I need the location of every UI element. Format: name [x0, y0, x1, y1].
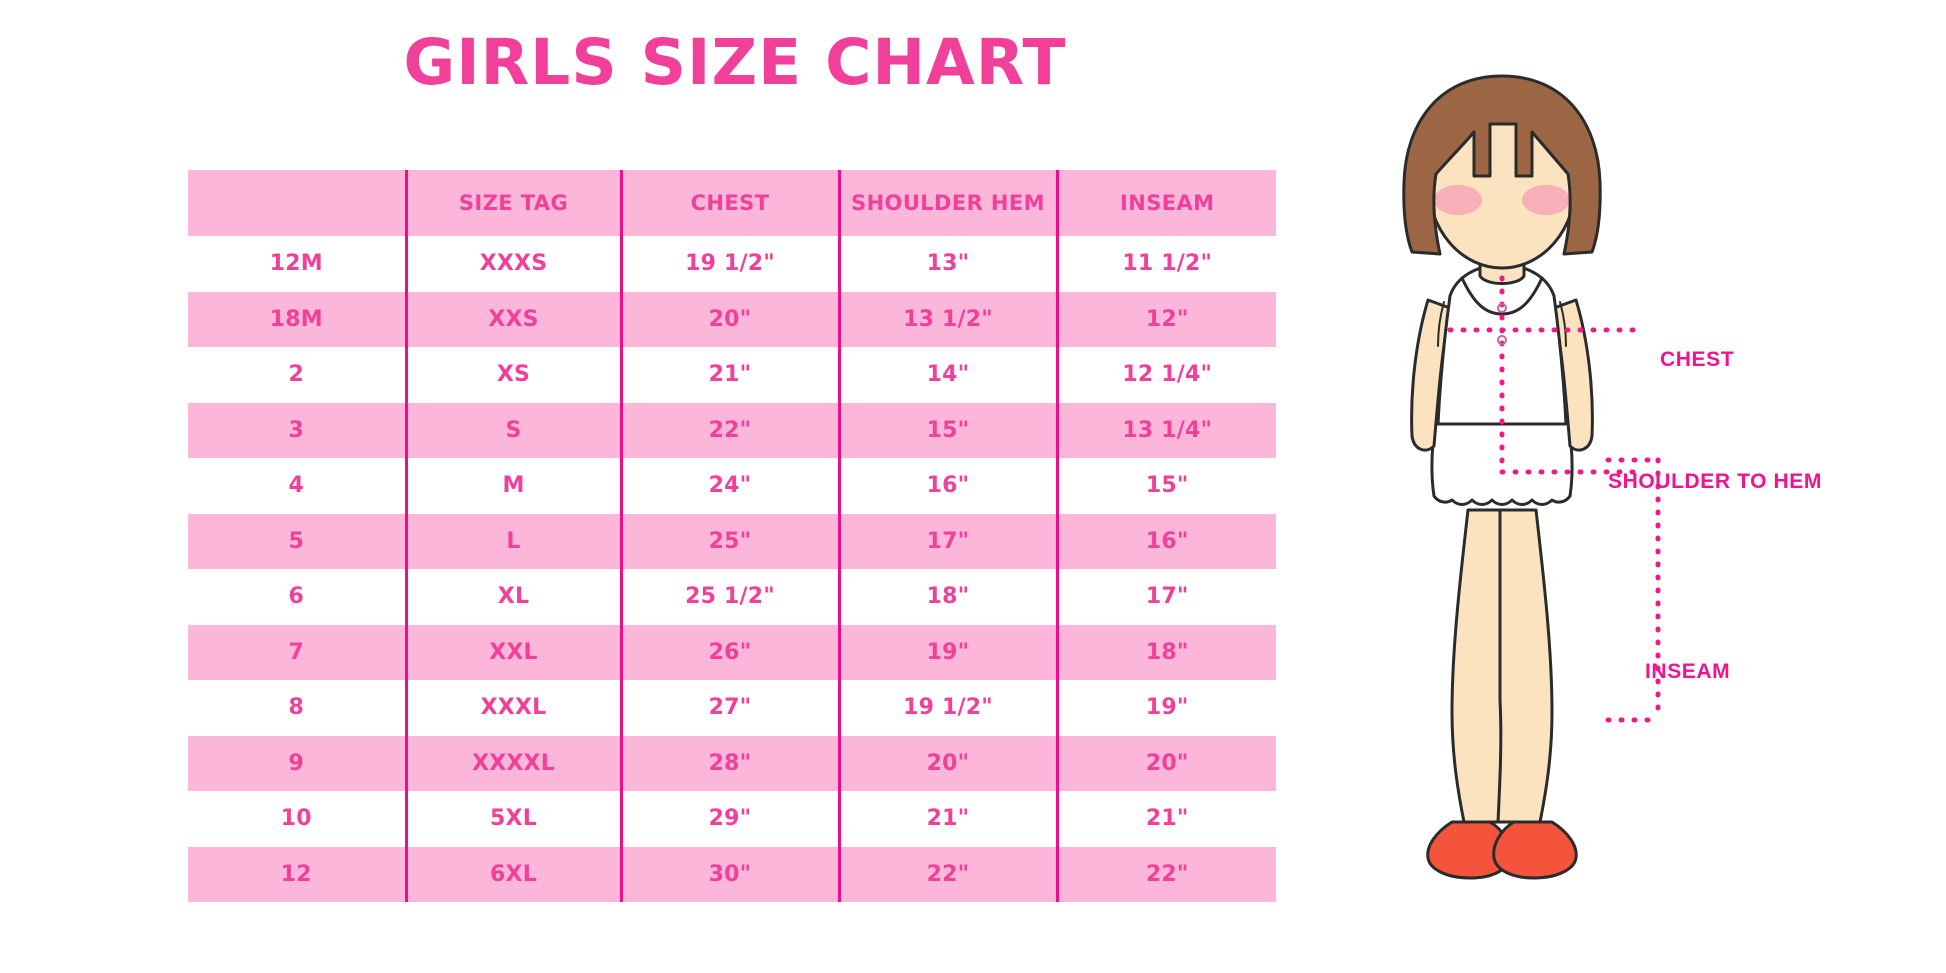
table-row: 18M XXS 20" 13 1/2" 12" — [188, 291, 1276, 347]
left-blush — [1434, 185, 1482, 215]
cell-size: 2 — [188, 347, 406, 403]
cell-shoulder-hem: 13 1/2" — [837, 291, 1057, 347]
cell-chest: 25 1/2" — [619, 569, 839, 625]
cell-inseam: 15" — [1055, 458, 1276, 514]
table-row: 7 XXL 26" 19" 18" — [188, 624, 1276, 680]
right-shoe — [1492, 820, 1578, 880]
page-title: GIRLS SIZE CHART — [403, 26, 1067, 99]
right-leg — [1496, 508, 1554, 824]
table-row: 12 6XL 30" 22" 22" — [188, 846, 1276, 902]
cell-chest: 27" — [619, 680, 839, 736]
cell-size-tag: XL — [404, 569, 621, 625]
cell-shoulder-hem: 18" — [837, 569, 1057, 625]
cell-chest: 25" — [619, 513, 839, 569]
cell-size-tag: M — [404, 458, 621, 514]
cell-inseam: 20" — [1055, 735, 1276, 791]
cell-shoulder-hem: 16" — [837, 458, 1057, 514]
cell-size: 18M — [188, 291, 406, 347]
cell-size-tag: XXXL — [404, 680, 621, 736]
right-ruffle — [1559, 301, 1567, 347]
hair — [1402, 74, 1602, 256]
cell-size: 8 — [188, 680, 406, 736]
cell-shoulder-hem: 13" — [837, 236, 1057, 292]
cell-chest: 26" — [619, 624, 839, 680]
button-lower — [1497, 335, 1507, 345]
table-body: 12M XXXS 19 1/2" 13" 11 1/2" 18M XXS 20"… — [188, 236, 1276, 902]
cell-inseam: 11 1/2" — [1055, 236, 1276, 292]
table-header: SIZE TAG CHEST SHOULDER HEM INSEAM — [188, 170, 1276, 236]
cell-shoulder-hem: 19 1/2" — [837, 680, 1057, 736]
cell-size: 6 — [188, 569, 406, 625]
table-row: 5 L 25" 17" 16" — [188, 513, 1276, 569]
table-row: 3 S 22" 15" 13 1/4" — [188, 402, 1276, 458]
table-row: 9 XXXXL 28" 20" 20" — [188, 735, 1276, 791]
cell-chest: 21" — [619, 347, 839, 403]
cell-shoulder-hem: 17" — [837, 513, 1057, 569]
cell-shoulder-hem: 14" — [837, 347, 1057, 403]
cell-size-tag: XXL — [404, 624, 621, 680]
size-chart-table: SIZE TAG CHEST SHOULDER HEM INSEAM 12M X… — [188, 170, 1276, 902]
cell-inseam: 13 1/4" — [1055, 402, 1276, 458]
cell-inseam: 16" — [1055, 513, 1276, 569]
cell-shoulder-hem: 19" — [837, 624, 1057, 680]
cell-inseam: 18" — [1055, 624, 1276, 680]
cell-chest: 19 1/2" — [619, 236, 839, 292]
table-row: 8 XXXL 27" 19 1/2" 19" — [188, 680, 1276, 736]
cell-size: 12 — [188, 846, 406, 902]
table-row: 10 5XL 29" 21" 21" — [188, 791, 1276, 847]
callout-label-chest: CHEST — [1660, 348, 1735, 371]
cell-size-tag: XXXXL — [404, 735, 621, 791]
column-header-shoulder-hem: SHOULDER HEM — [837, 170, 1057, 236]
cell-size-tag: 6XL — [404, 846, 621, 902]
cell-shoulder-hem: 15" — [837, 402, 1057, 458]
callout-label-inseam: INSEAM — [1645, 660, 1731, 683]
cell-inseam: 12 1/4" — [1055, 347, 1276, 403]
table-row: 2 XS 21" 14" 12 1/4" — [188, 347, 1276, 403]
cell-size: 4 — [188, 458, 406, 514]
table-row: 4 M 24" 16" 15" — [188, 458, 1276, 514]
cell-shoulder-hem: 20" — [837, 735, 1057, 791]
cell-size: 5 — [188, 513, 406, 569]
cell-shoulder-hem: 21" — [837, 791, 1057, 847]
cell-inseam: 17" — [1055, 569, 1276, 625]
callout-label-shoulder-to-hem: SHOULDER TO HEM — [1608, 470, 1822, 493]
left-ruffle — [1437, 301, 1445, 347]
cell-size: 10 — [188, 791, 406, 847]
cell-shoulder-hem: 22" — [837, 846, 1057, 902]
cell-chest: 20" — [619, 291, 839, 347]
cell-inseam: 12" — [1055, 291, 1276, 347]
cell-size-tag: L — [404, 513, 621, 569]
right-blush — [1522, 185, 1570, 215]
cell-size-tag: XS — [404, 347, 621, 403]
cell-size: 3 — [188, 402, 406, 458]
cell-inseam: 21" — [1055, 791, 1276, 847]
cell-size: 7 — [188, 624, 406, 680]
neckline — [1460, 276, 1544, 316]
girl-illustration — [1340, 40, 1680, 900]
cell-size: 12M — [188, 236, 406, 292]
cell-chest: 28" — [619, 735, 839, 791]
button-upper — [1497, 303, 1507, 313]
cell-chest: 24" — [619, 458, 839, 514]
column-header-chest: CHEST — [619, 170, 839, 236]
cell-chest: 22" — [619, 402, 839, 458]
cell-size-tag: 5XL — [404, 791, 621, 847]
cell-inseam: 19" — [1055, 680, 1276, 736]
table-row: 6 XL 25 1/2" 18" 17" — [188, 569, 1276, 625]
table-header-row: SIZE TAG CHEST SHOULDER HEM INSEAM — [188, 170, 1276, 236]
cell-chest: 30" — [619, 846, 839, 902]
cell-size: 9 — [188, 735, 406, 791]
column-header-size — [188, 170, 406, 236]
column-header-inseam: INSEAM — [1055, 170, 1276, 236]
cell-size-tag: S — [404, 402, 621, 458]
table-row: 12M XXXS 19 1/2" 13" 11 1/2" — [188, 236, 1276, 292]
cell-chest: 29" — [619, 791, 839, 847]
cell-size-tag: XXXS — [404, 236, 621, 292]
cell-inseam: 22" — [1055, 846, 1276, 902]
measurement-guides — [1447, 275, 1661, 723]
cell-size-tag: XXS — [404, 291, 621, 347]
column-header-size-tag: SIZE TAG — [404, 170, 621, 236]
